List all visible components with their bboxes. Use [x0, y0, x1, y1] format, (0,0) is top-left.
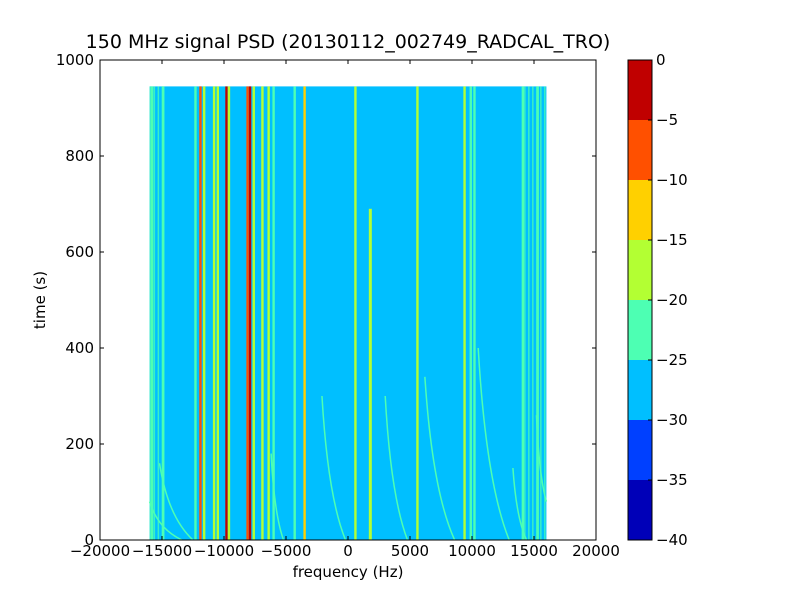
- colorbar-segment: [628, 480, 652, 540]
- edge-band-stripe: [149, 86, 152, 540]
- signal-line: [246, 86, 249, 540]
- colorbar-tick-label: −15: [656, 231, 688, 249]
- signal-line: [252, 86, 255, 540]
- signal-line: [416, 86, 419, 540]
- signal-line: [536, 86, 539, 540]
- signal-line: [194, 86, 197, 540]
- spectrogram-background: [149, 86, 547, 540]
- colorbar-tick-label: −40: [656, 531, 688, 549]
- x-tick-label: 10000: [448, 542, 496, 560]
- y-tick-label: 600: [65, 243, 94, 261]
- signal-line: [225, 86, 228, 540]
- plot-area: [148, 86, 548, 540]
- colorbar-segment: [628, 420, 652, 480]
- x-tick-label: −15000: [132, 542, 192, 560]
- signal-line: [227, 86, 231, 540]
- signal-line: [473, 86, 476, 540]
- signal-line: [199, 86, 202, 540]
- signal-line: [267, 86, 270, 540]
- x-tick-label: −20000: [70, 542, 130, 560]
- x-tick-label: −5000: [261, 542, 312, 560]
- colorbar-tick-label: −20: [656, 291, 688, 309]
- y-axis-label: time (s): [31, 271, 49, 329]
- x-tick-label: 0: [343, 542, 353, 560]
- x-tick-label: 5000: [391, 542, 429, 560]
- colorbar-segment: [628, 120, 652, 180]
- colorbar-segment: [628, 60, 652, 120]
- drift-track: [477, 347, 510, 540]
- signal-line: [162, 86, 165, 540]
- signal-line: [272, 86, 275, 540]
- drift-track: [148, 501, 183, 540]
- y-tick-label: 800: [65, 147, 94, 165]
- drift-track: [424, 376, 456, 540]
- y-axis: 0 200 400 600 800 1000: [56, 51, 596, 549]
- signal-line: [202, 86, 206, 540]
- drift-track: [270, 453, 285, 540]
- edge-band-stripe: [540, 86, 542, 540]
- colorbar-tick-label: −35: [656, 471, 688, 489]
- colorbar-tick-label: −5: [656, 111, 678, 129]
- colorbar-segment: [628, 180, 652, 240]
- edge-band-stripe: [544, 86, 546, 540]
- x-tick-label: −10000: [194, 542, 254, 560]
- edge-band-stripe: [157, 86, 160, 540]
- y-tick-label: 200: [65, 435, 94, 453]
- signal-line: [521, 86, 525, 540]
- drift-track: [535, 415, 548, 502]
- signal-line: [303, 86, 306, 540]
- colorbar-tick-label: 0: [656, 51, 666, 69]
- chart-title: 150 MHz signal PSD (20130112_002749_RADC…: [86, 31, 611, 53]
- signal-line: [293, 86, 296, 540]
- colorbar-tick-label: −25: [656, 351, 688, 369]
- signal-line: [212, 86, 216, 540]
- drift-track: [321, 395, 347, 540]
- signal-segment: [368, 208, 372, 540]
- colorbar-tick-label: −30: [656, 411, 688, 429]
- x-tick-label: 20000: [572, 542, 620, 560]
- edge-band-stripe: [532, 86, 534, 540]
- y-tick-label: 0: [84, 531, 94, 549]
- signal-line: [216, 86, 219, 540]
- signal-line: [463, 86, 466, 540]
- colorbar-segment: [628, 300, 652, 360]
- spectrogram: [148, 86, 548, 540]
- edge-band-stripe: [153, 86, 156, 540]
- y-tick-label: 400: [65, 339, 94, 357]
- colorbar-tick-label: −10: [656, 171, 688, 189]
- x-axis: −20000 −15000 −10000 −5000 0 5000 10000 15000 20…: [70, 60, 620, 560]
- edge-band-stripe: [524, 86, 526, 540]
- signal-line: [354, 86, 357, 540]
- colorbar-segment: [628, 360, 652, 420]
- colorbar: −40 −35 −30 −25 −20 −15 −10 −5 0: [627, 51, 688, 549]
- colorbar-segment: [628, 240, 652, 300]
- edge-band-stripe: [528, 86, 530, 540]
- signal-line: [261, 86, 264, 540]
- signal-line: [248, 86, 252, 540]
- drift-track: [158, 463, 194, 540]
- y-tick-label: 1000: [56, 51, 94, 69]
- drift-track: [512, 467, 528, 540]
- signal-line: [150, 86, 154, 540]
- drift-track: [384, 395, 409, 540]
- x-tick-label: 15000: [510, 542, 558, 560]
- x-axis-label: frequency (Hz): [293, 563, 404, 581]
- signal-line: [469, 86, 472, 540]
